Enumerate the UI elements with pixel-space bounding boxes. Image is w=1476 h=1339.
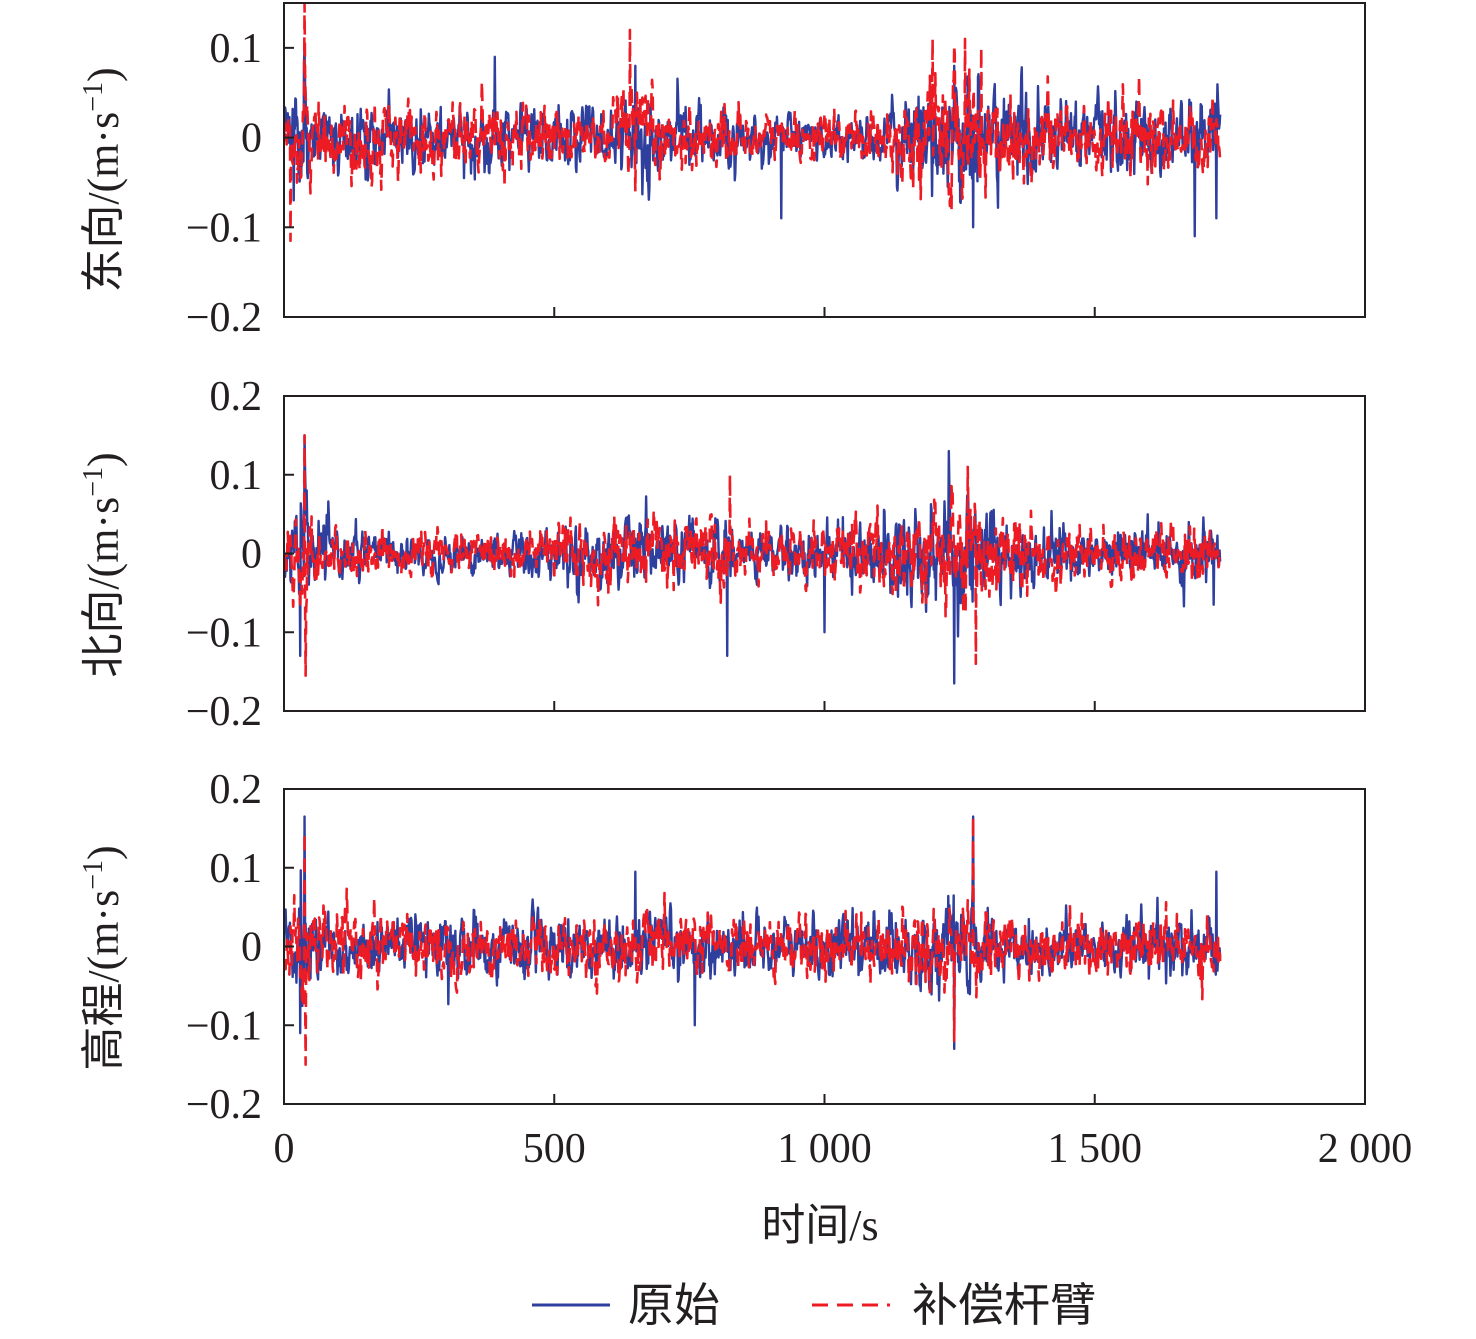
y-tick-label: −0.1: [186, 610, 262, 656]
x-tick-label: 500: [523, 1126, 586, 1172]
legend: 原始 补偿杆臂: [532, 1280, 1096, 1331]
y-axis-label: 高程/(m·s−1): [78, 845, 128, 1070]
series-line-compensated: [284, 815, 1222, 1066]
legend-label-original: 原始: [628, 1280, 720, 1331]
x-tick-label: 0: [274, 1126, 295, 1172]
panel-3: −0.2 −0.1 0 0.1 0.2 高程/(m·s−1): [78, 767, 1366, 1128]
y-tick-label: 0.1: [210, 846, 263, 892]
series-line-compensated: [284, 434, 1222, 677]
y-tick-label: 0: [241, 925, 262, 971]
x-tick-label: 1 000: [777, 1126, 872, 1172]
y-tick-label: −0.1: [186, 205, 262, 251]
y-tick-label: −0.1: [186, 1003, 262, 1049]
panel-1: −0.2 −0.1 0 0.1 东向/(m·s−1): [78, 2, 1366, 341]
panel-2: −0.2 −0.1 0 0.1 0.2 北向/(m·s−1): [78, 374, 1366, 735]
y-axis-label: 北向/(m·s−1): [78, 452, 128, 677]
y-tick-label: 0.2: [210, 767, 263, 813]
y-tick-label: 0.1: [210, 26, 263, 72]
x-tick-label: 2 000: [1318, 1126, 1413, 1172]
y-tick-label: 0.1: [210, 453, 263, 499]
y-tick-label: 0.2: [210, 374, 263, 420]
y-tick-label: −0.2: [186, 1082, 262, 1128]
y-tick-label: 0: [241, 116, 262, 162]
y-axis-label: 东向/(m·s−1): [78, 67, 128, 292]
series-line-original: [284, 46, 1222, 238]
x-tick-label: 1 500: [1048, 1126, 1143, 1172]
legend-label-compensated: 补偿杆臂: [912, 1280, 1096, 1331]
series-line-compensated: [284, 3, 1222, 243]
series-line-original: [284, 434, 1222, 685]
y-tick-label: 0: [241, 532, 262, 578]
y-tick-label: −0.2: [186, 295, 262, 341]
y-tick-label: −0.2: [186, 689, 262, 735]
x-axis-label: 时间/s: [761, 1201, 878, 1250]
